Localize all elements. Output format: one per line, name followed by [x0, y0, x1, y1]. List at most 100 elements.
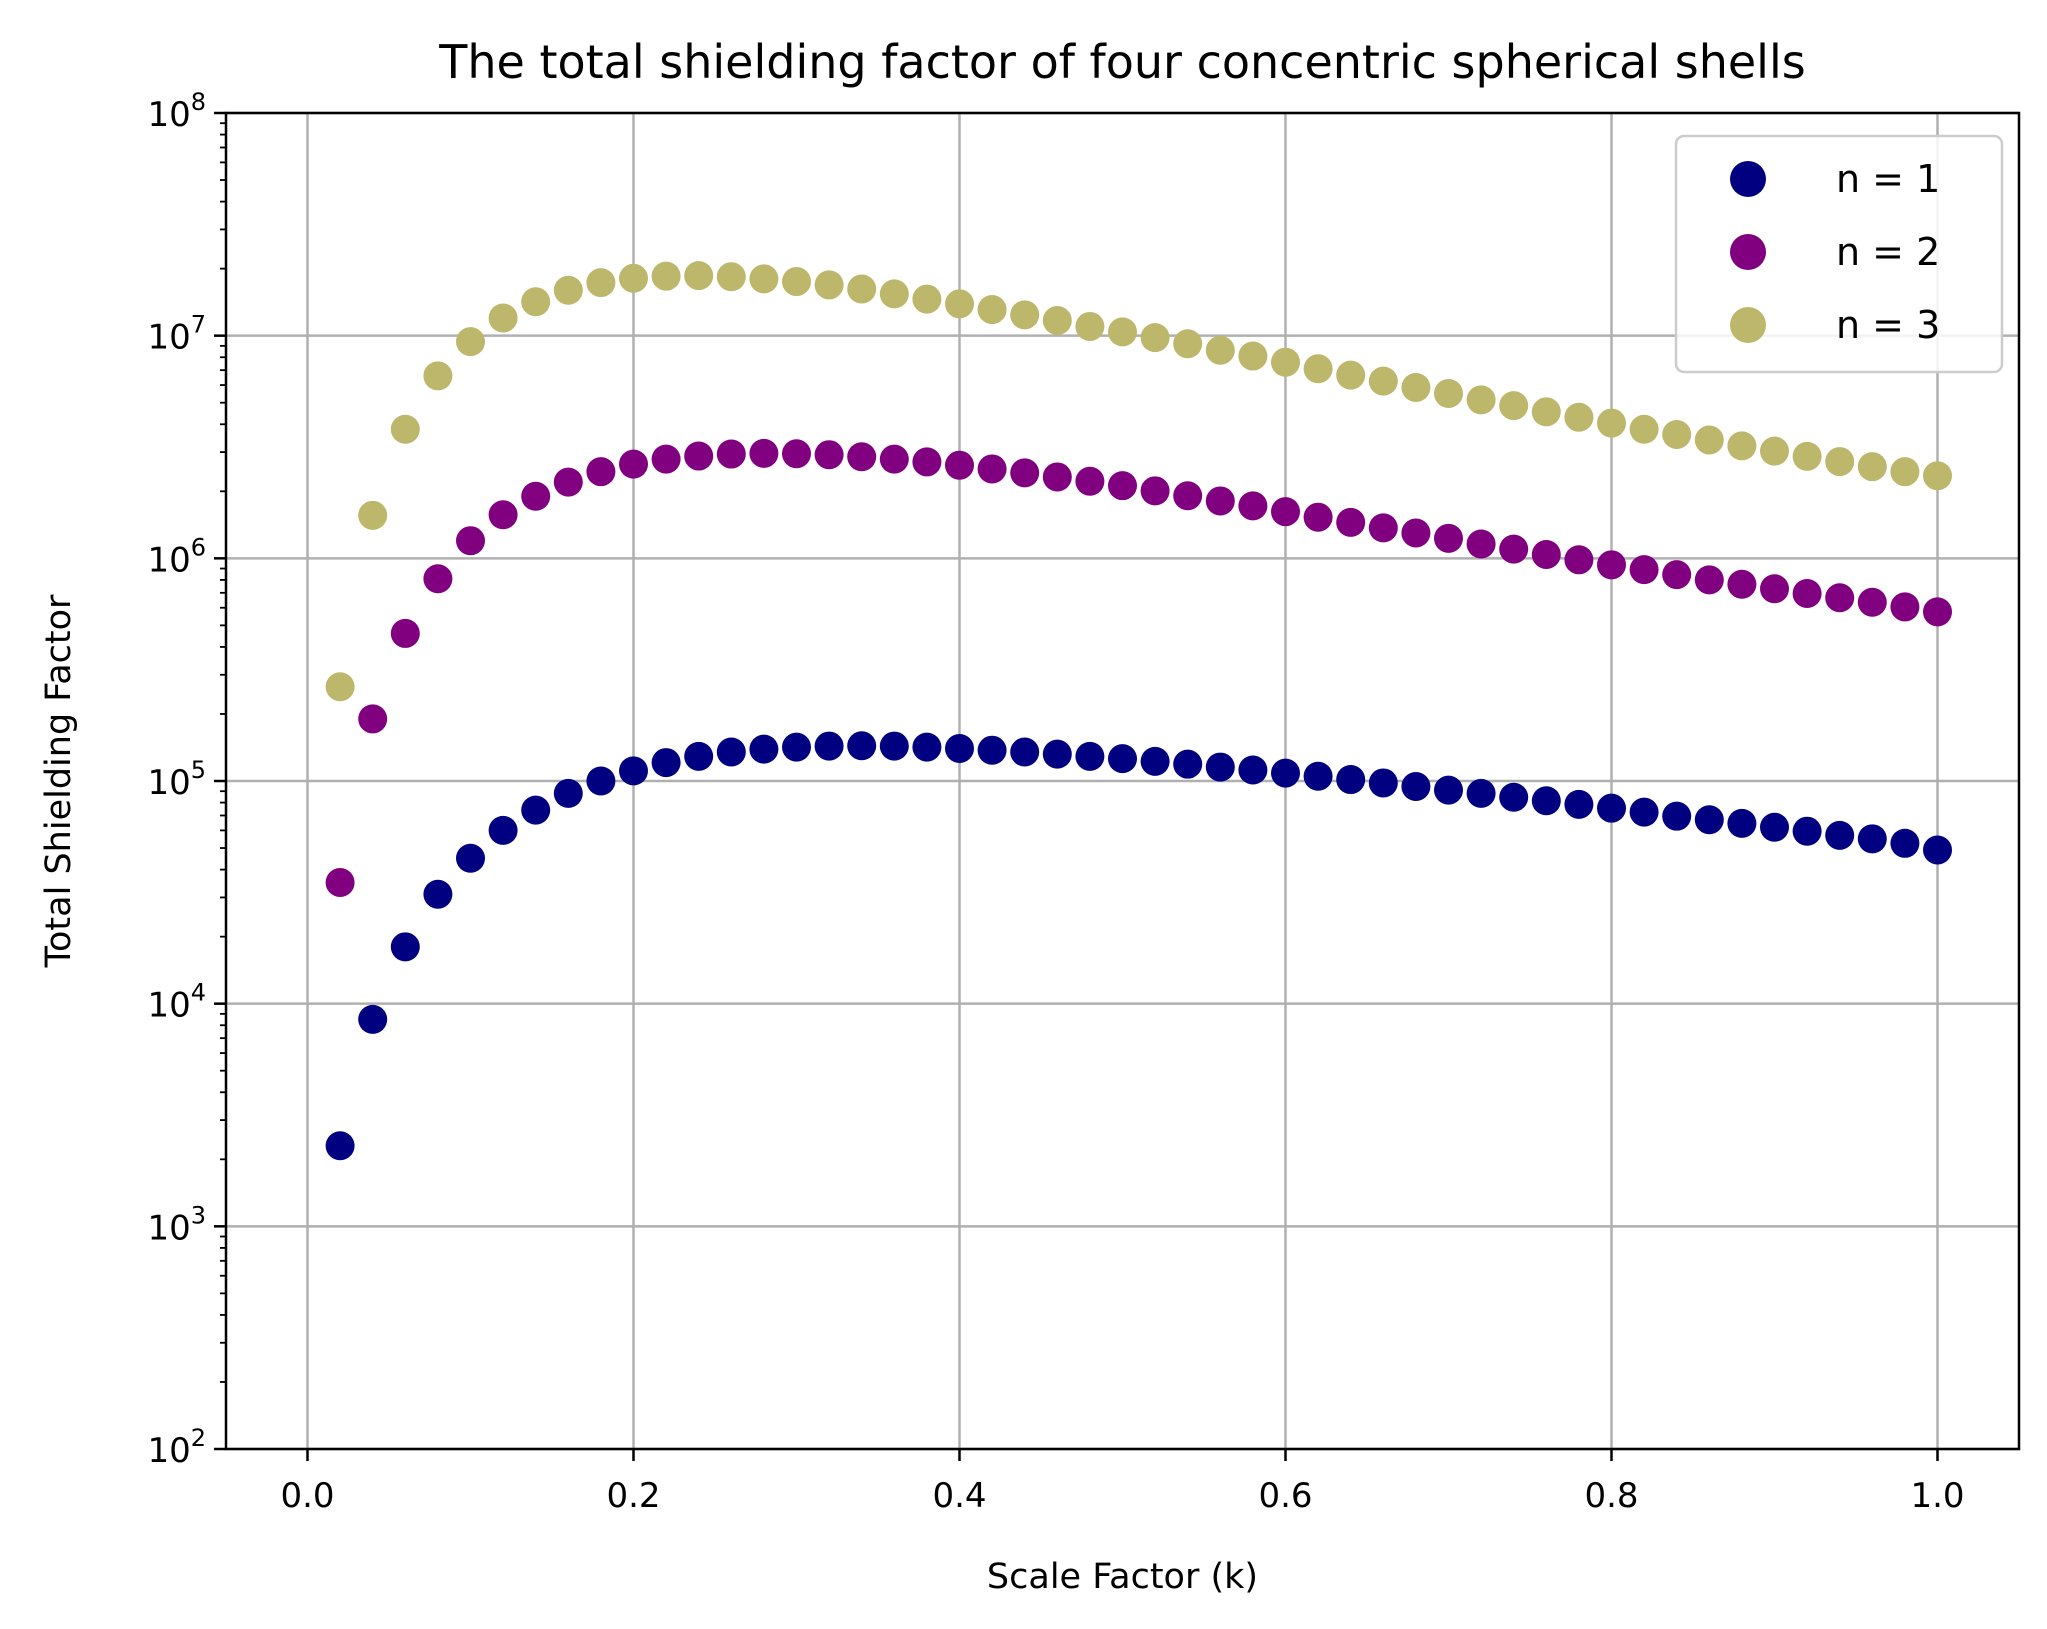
- data-point: [749, 438, 779, 468]
- data-point: [1597, 408, 1626, 438]
- data-point: [325, 672, 355, 702]
- x-axis-title: Scale Factor (k): [987, 1557, 1258, 1597]
- data-point: [358, 1004, 388, 1034]
- data-point: [586, 766, 616, 796]
- data-point: [1499, 391, 1529, 421]
- data-point: [390, 932, 420, 962]
- data-point: [879, 444, 909, 474]
- y-tick-base: 10: [147, 986, 190, 1026]
- data-point: [521, 795, 551, 825]
- data-point: [1173, 749, 1203, 779]
- data-point: [977, 735, 1007, 765]
- data-point: [1564, 789, 1594, 819]
- data-point: [1662, 560, 1692, 590]
- data-point: [1303, 502, 1333, 532]
- data-point: [684, 261, 714, 291]
- data-point: [912, 284, 942, 314]
- data-point: [1010, 737, 1040, 767]
- data-point: [325, 868, 355, 898]
- data-point: [1173, 481, 1203, 511]
- y-tick-exponent: 2: [191, 1424, 206, 1452]
- data-point: [1792, 579, 1822, 609]
- data-point: [586, 457, 616, 487]
- y-tick-label: 104: [147, 979, 206, 1026]
- data-point: [1629, 414, 1659, 444]
- series-1: [325, 731, 1952, 1161]
- data-point: [1401, 771, 1431, 801]
- data-point: [1923, 597, 1952, 627]
- data-point: [1434, 775, 1463, 805]
- y-tick-base: 10: [147, 318, 190, 358]
- data-point: [1075, 741, 1105, 771]
- data-point: [1857, 587, 1887, 617]
- data-point: [1727, 808, 1757, 838]
- data-point: [1271, 497, 1300, 527]
- data-point: [619, 449, 648, 479]
- data-point: [977, 454, 1007, 484]
- data-point: [1271, 347, 1300, 377]
- data-point: [945, 289, 974, 319]
- data-point: [1923, 835, 1952, 865]
- data-point: [553, 467, 583, 497]
- x-tick-label: 0.8: [1584, 1476, 1638, 1516]
- data-point: [1727, 431, 1757, 461]
- legend-marker: [1730, 234, 1766, 270]
- data-point: [1531, 786, 1561, 816]
- data-point: [814, 440, 844, 470]
- data-point: [1597, 793, 1626, 823]
- y-tick-base: 10: [147, 1208, 190, 1248]
- data-point: [1890, 828, 1920, 858]
- y-tick-base: 10: [147, 540, 190, 580]
- legend-marker: [1730, 307, 1766, 343]
- data-point: [1042, 305, 1072, 335]
- data-point: [1108, 317, 1137, 347]
- data-point: [1434, 523, 1463, 553]
- data-point: [847, 442, 877, 472]
- data-point: [1238, 341, 1268, 371]
- data-point: [1466, 778, 1496, 808]
- data-point: [521, 287, 551, 317]
- data-point: [1694, 565, 1724, 595]
- data-point: [879, 731, 909, 761]
- data-point: [586, 268, 616, 298]
- legend-label: n = 3: [1836, 303, 1940, 347]
- data-point: [1205, 752, 1235, 782]
- data-point: [1368, 768, 1398, 798]
- data-point: [1401, 373, 1431, 403]
- data-point: [847, 731, 877, 761]
- data-point: [1336, 765, 1366, 795]
- data-point: [619, 756, 648, 786]
- x-tick-label: 0.4: [932, 1476, 986, 1516]
- data-point: [782, 439, 811, 469]
- data-point: [651, 748, 681, 778]
- data-point: [619, 263, 648, 293]
- x-tick-label: 1.0: [1910, 1476, 1964, 1516]
- data-point: [423, 361, 453, 391]
- data-point: [977, 295, 1007, 325]
- legend: n = 1 n = 2 n = 3: [1674, 134, 2004, 374]
- data-point: [1564, 545, 1594, 575]
- data-point: [1173, 329, 1203, 359]
- data-point: [782, 732, 811, 762]
- data-point: [716, 439, 746, 469]
- data-point: [1857, 824, 1887, 854]
- data-point: [945, 733, 974, 763]
- data-point: [1010, 300, 1040, 330]
- data-point: [1694, 425, 1724, 455]
- data-point: [1792, 441, 1822, 471]
- data-point: [1303, 354, 1333, 384]
- y-tick-base: 10: [147, 95, 190, 135]
- data-point: [1499, 782, 1529, 812]
- data-point: [1140, 746, 1170, 776]
- data-point: [814, 270, 844, 300]
- data-point: [1531, 540, 1561, 570]
- data-point: [1466, 529, 1496, 559]
- data-point: [1238, 491, 1268, 521]
- data-point: [553, 778, 583, 808]
- data-point: [814, 731, 844, 761]
- data-point: [1140, 323, 1170, 353]
- data-point: [1760, 436, 1789, 466]
- data-point: [1531, 397, 1561, 427]
- data-point: [1042, 739, 1072, 769]
- data-point: [456, 843, 485, 873]
